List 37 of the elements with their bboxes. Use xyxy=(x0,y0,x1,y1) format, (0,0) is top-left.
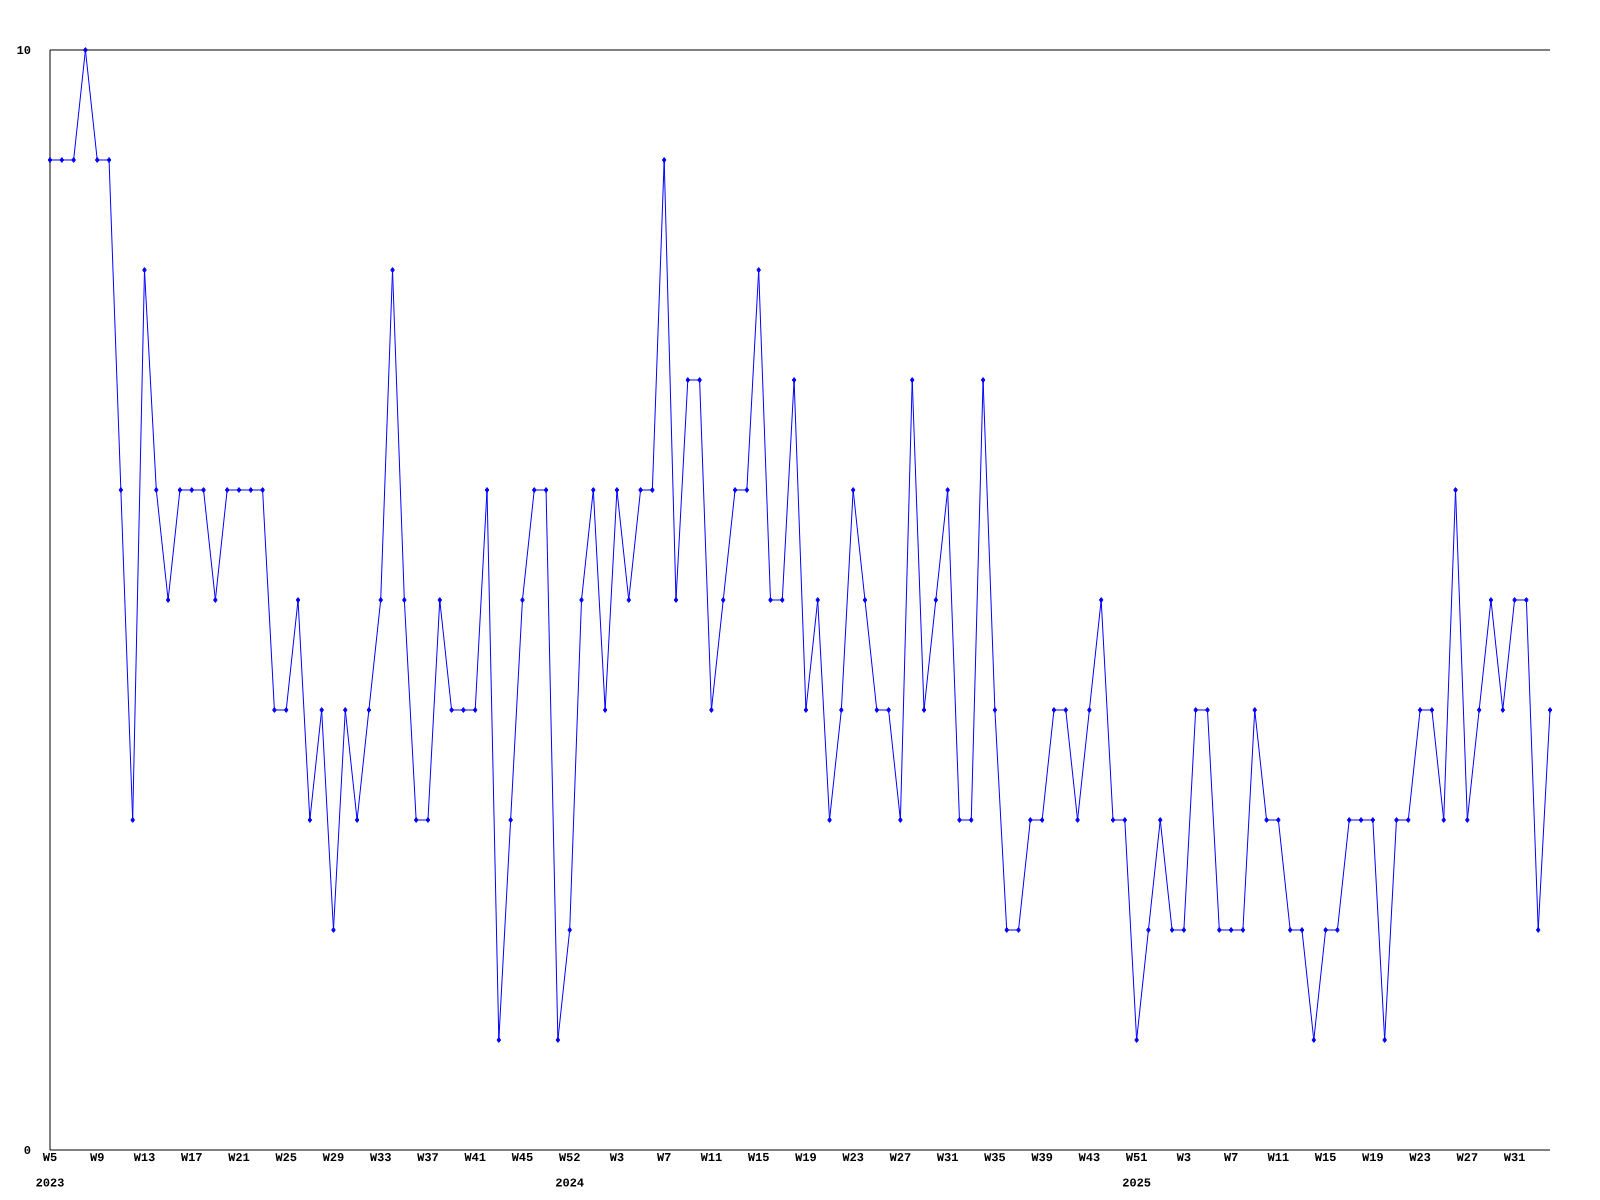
x-tick-label: W23 xyxy=(1409,1153,1431,1162)
x-tick-label: W51 xyxy=(1125,1153,1147,1162)
x-tick-label: W15 xyxy=(747,1153,769,1162)
x-tick-label: W35 xyxy=(984,1153,1006,1162)
x-tick-label: W37 xyxy=(417,1153,438,1162)
y-tick-label: 10 xyxy=(17,45,31,55)
text: 2025 xyxy=(1123,1178,1151,1187)
x-tick-label: W27 xyxy=(889,1153,911,1162)
x-tick-label: W52 xyxy=(558,1153,580,1162)
x-tick-label: W5 xyxy=(42,1153,57,1162)
x-tick-label: W3 xyxy=(1176,1153,1191,1162)
x-tick-label: W13 xyxy=(133,1153,155,1162)
text: 2024 xyxy=(556,1178,584,1187)
x-tick-label: W9 xyxy=(90,1153,104,1162)
x-tick-label: W19 xyxy=(795,1153,816,1162)
x-tick-label: W33 xyxy=(369,1153,391,1162)
x-tick-label: W43 xyxy=(1078,1153,1100,1162)
x-tick-label: W7 xyxy=(657,1153,671,1161)
x-tick-label: W7 xyxy=(1223,1153,1238,1161)
x-tick-label: W31 xyxy=(936,1153,958,1162)
x-tick-label: W21 xyxy=(228,1153,250,1162)
x-tick-label: W31 xyxy=(1503,1153,1525,1162)
x-tick-label: W29 xyxy=(322,1153,344,1162)
x-tick-label: W11 xyxy=(700,1153,722,1161)
x-tick-label: W11 xyxy=(1267,1153,1289,1161)
text: 2023 xyxy=(36,1178,64,1187)
x-tick-label: W19 xyxy=(1362,1153,1383,1162)
x-tick-label: W3 xyxy=(609,1153,624,1162)
x-tick-label: W45 xyxy=(511,1153,533,1162)
x-tick-label: W25 xyxy=(275,1153,297,1162)
x-tick-label: W17 xyxy=(180,1153,202,1161)
x-tick-label: W39 xyxy=(1031,1153,1053,1162)
x-tick-label: W41 xyxy=(464,1153,486,1161)
x-tick-label: W15 xyxy=(1314,1153,1336,1162)
x-tick-label: W23 xyxy=(842,1153,864,1162)
x-tick-label: W27 xyxy=(1456,1153,1478,1162)
y-tick-label: 0 xyxy=(24,1145,31,1155)
